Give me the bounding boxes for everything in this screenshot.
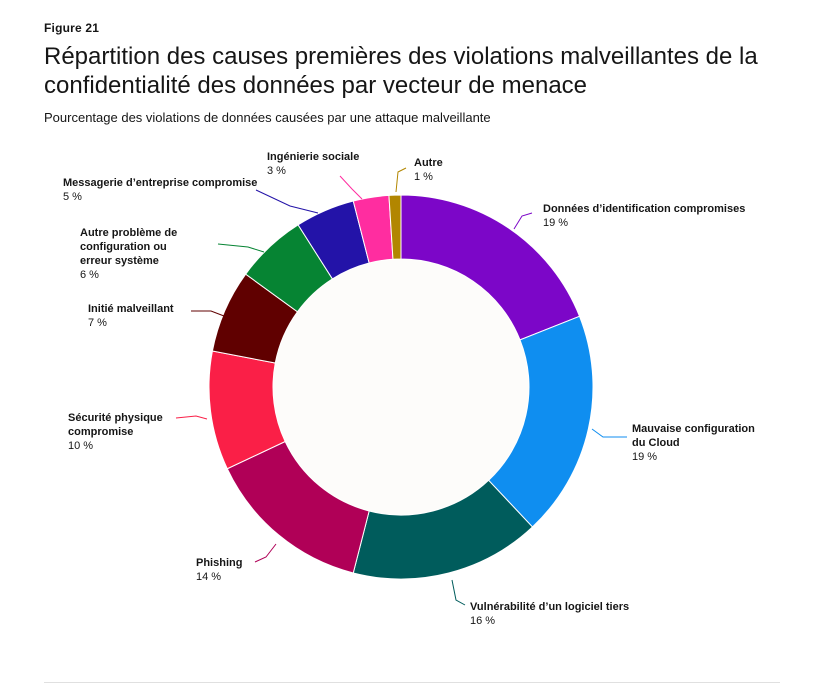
slice-name-label: Ingénierie sociale [267, 151, 359, 163]
slice-name-label: du Cloud [632, 437, 680, 449]
slice-value-label: 16 % [470, 615, 495, 627]
slice-value-label: 3 % [267, 165, 286, 177]
leader-line [217, 243, 265, 253]
slice-value-label: 19 % [543, 217, 568, 229]
bottom-divider [44, 682, 780, 683]
slice-name-label: compromise [68, 426, 133, 438]
slice-value-label: 5 % [63, 191, 82, 203]
slice-name-label: Mauvaise configuration [632, 423, 755, 435]
leader-line [591, 428, 627, 438]
slice-name-label: Initié malveillant [88, 303, 174, 315]
slice-name-label: Données d’identification compromises [543, 203, 745, 215]
slice-name-label: configuration ou [80, 241, 167, 253]
slice-value-label: 6 % [80, 269, 99, 281]
leader-line [513, 212, 533, 230]
leader-line [395, 167, 407, 193]
chart-subtitle: Pourcentage des violations de données ca… [44, 110, 491, 125]
leader-line [191, 310, 225, 317]
figure-label: Figure 21 [44, 21, 100, 35]
leader-line [175, 415, 208, 420]
slice-name-label: Phishing [196, 557, 242, 569]
slice-name-label: erreur système [80, 255, 159, 267]
slice-value-label: 1 % [414, 171, 433, 183]
slice-name-label: Messagerie d’entreprise compromise [63, 177, 257, 189]
leader-line [254, 543, 277, 563]
slice-name-label: Autre [414, 157, 443, 169]
slice-name-label: Autre problème de [80, 227, 177, 239]
chart-title: Répartition des causes premières des vio… [44, 43, 758, 99]
leader-line [451, 579, 466, 606]
donut-slice [388, 194, 402, 260]
slice-value-label: 10 % [68, 440, 93, 452]
slice-value-label: 19 % [632, 451, 657, 463]
leader-line [339, 175, 363, 200]
donut-hole [273, 259, 529, 515]
slice-name-label: Vulnérabilité d’un logiciel tiers [470, 601, 629, 613]
slice-value-label: 7 % [88, 317, 107, 329]
slice-value-label: 14 % [196, 571, 221, 583]
leader-line [255, 189, 319, 214]
slice-name-label: Sécurité physique [68, 412, 163, 424]
